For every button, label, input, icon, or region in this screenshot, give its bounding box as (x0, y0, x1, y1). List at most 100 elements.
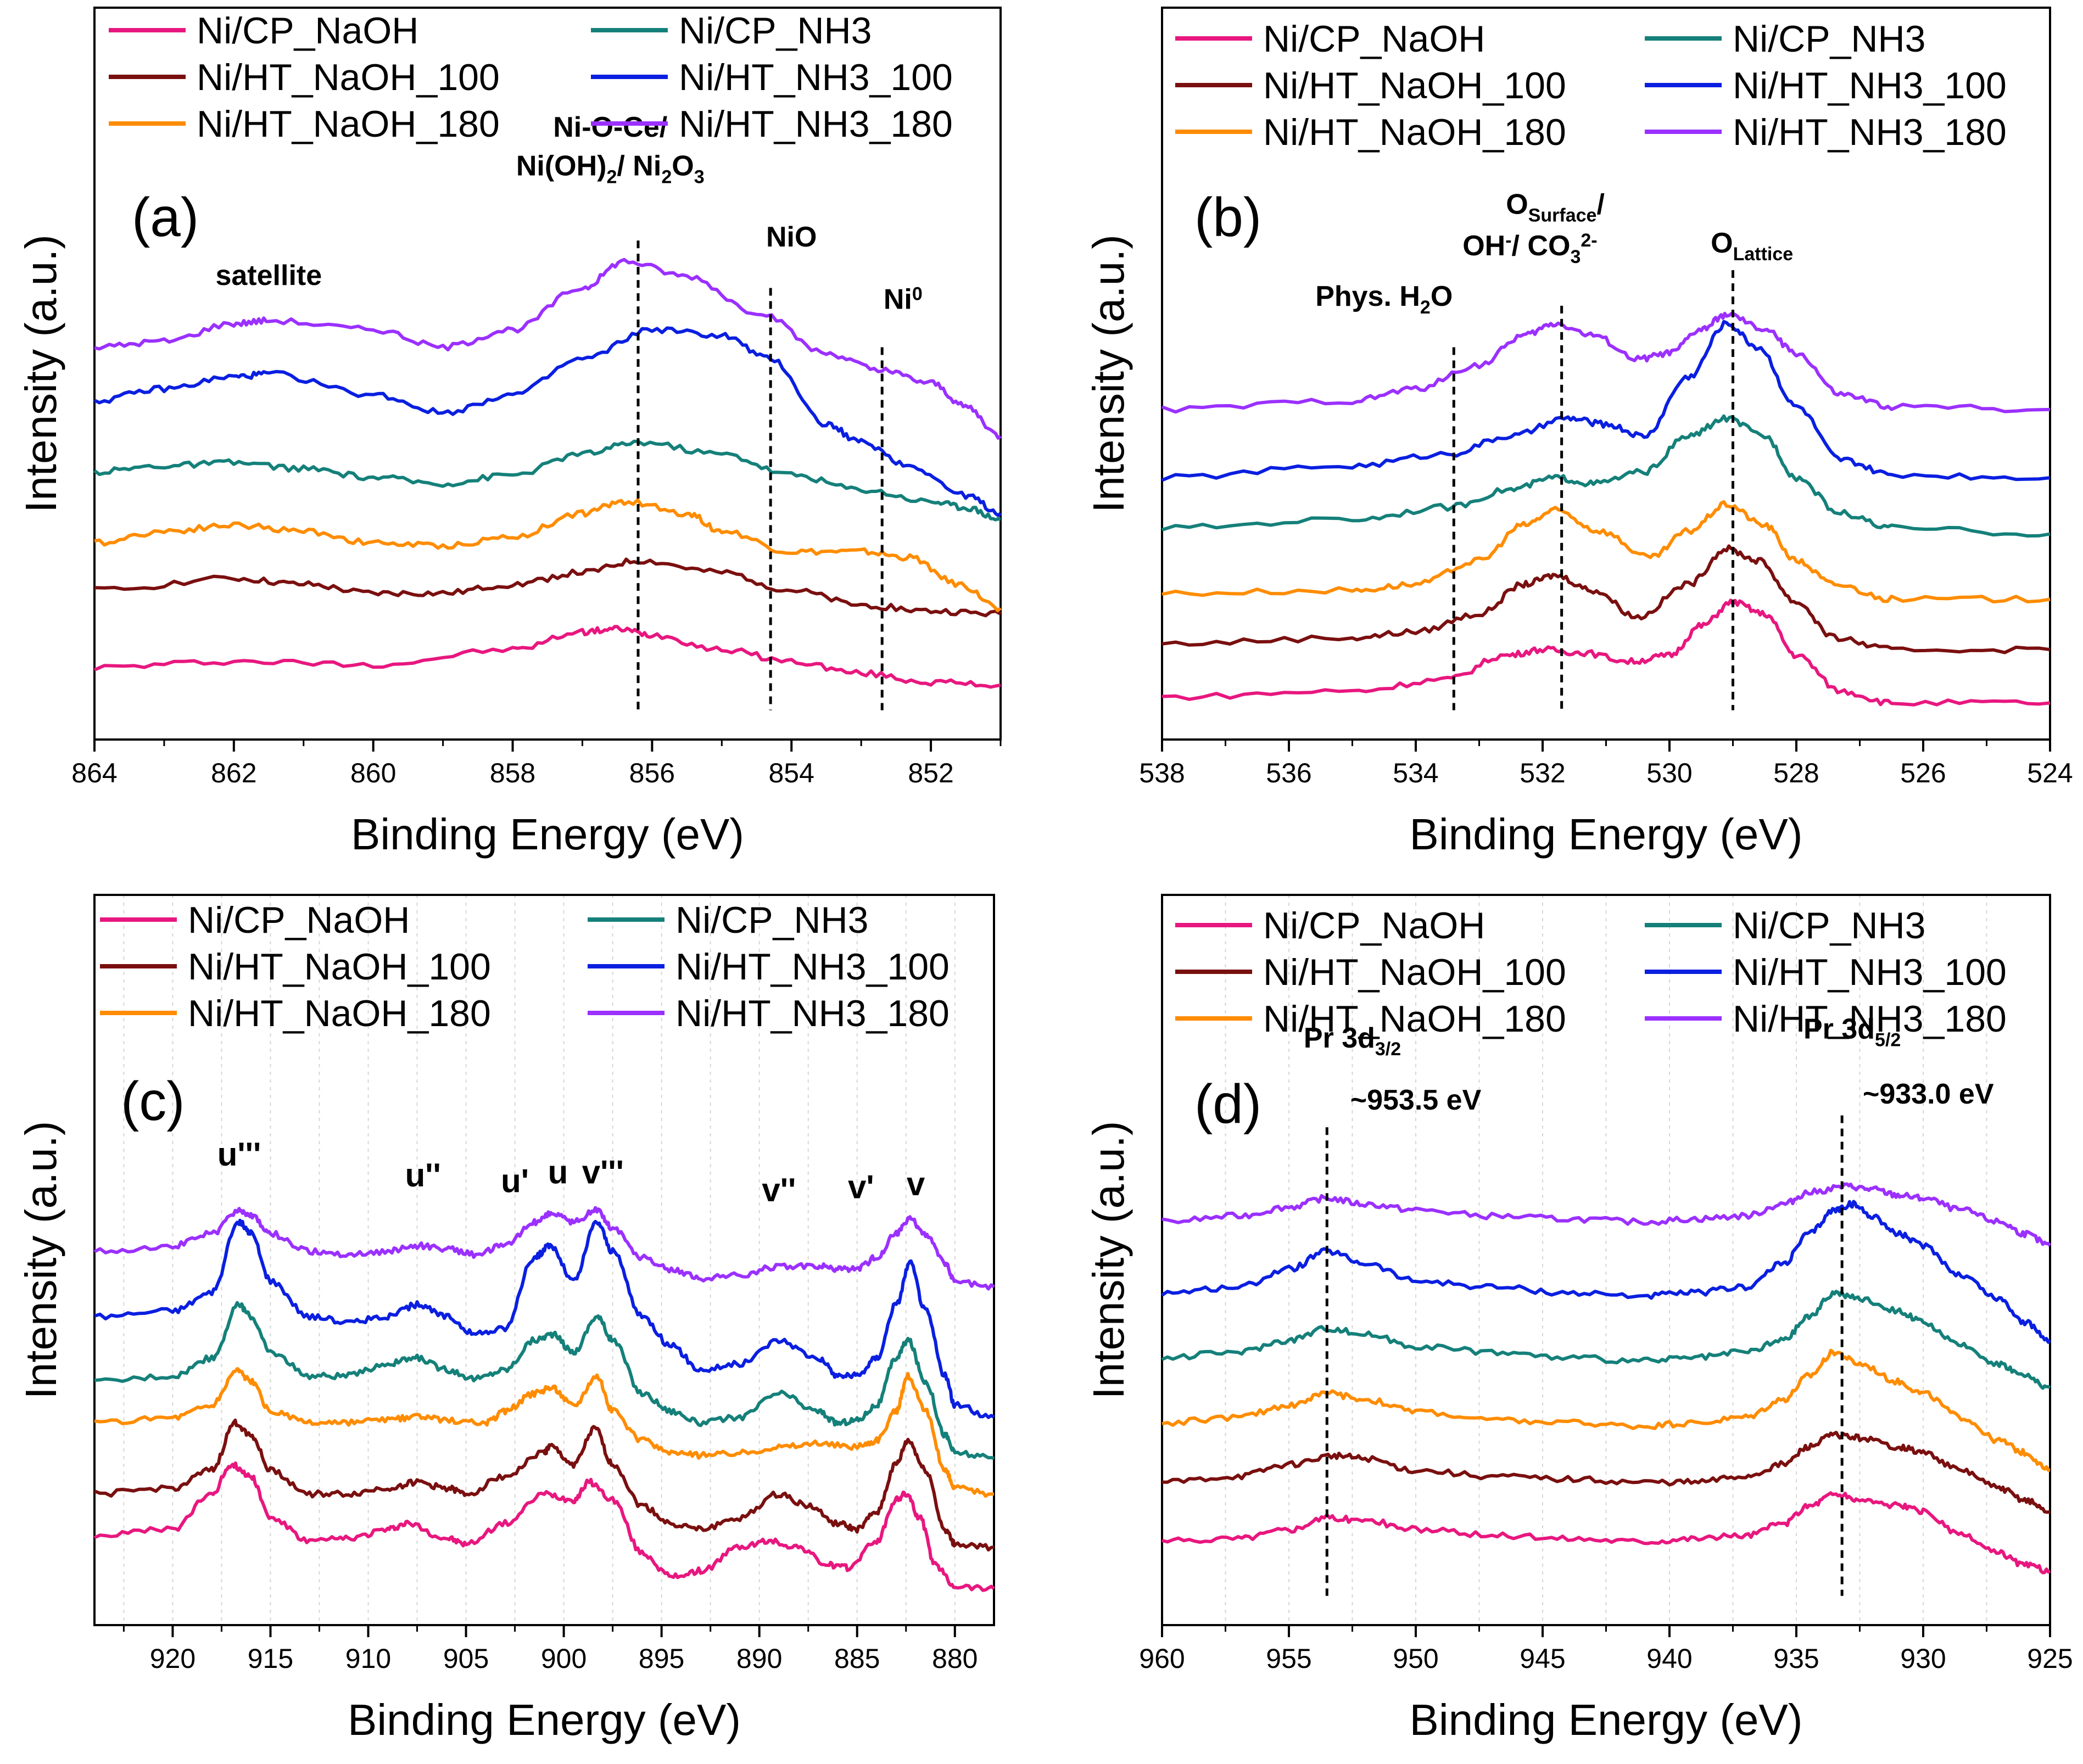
series-line-ni-cp-nh3 (1161, 414, 2051, 538)
legend-entry: Ni/HT_NaOH_180 (188, 993, 491, 1034)
legend-entry: Ni/HT_NH3_100 (1733, 65, 2007, 107)
x-tick-label: 880 (932, 1643, 978, 1674)
x-tick-label: 925 (2027, 1643, 2073, 1674)
plot-frame (93, 894, 995, 1626)
legend-entry: Ni/HT_NaOH_100 (188, 946, 491, 988)
legend-entry: Ni/HT_NH3_100 (1733, 951, 2007, 993)
series-line-ni-ht-nh3-180 (1161, 1182, 2052, 1247)
series-line-ni-ht-nh3-100 (1161, 320, 2051, 482)
legend-entry: Ni/HT_NaOH_180 (1263, 111, 1566, 153)
panel-label: (d) (1194, 1073, 1261, 1135)
y-axis-title: Intensity (a.u.) (1084, 234, 1133, 513)
x-tick-label: 860 (350, 758, 396, 788)
legend-entry: Ni/HT_NaOH_100 (1263, 65, 1566, 107)
x-tick-label: 955 (1266, 1643, 1311, 1674)
x-tick-label: 856 (629, 758, 675, 788)
peak-annotation: v' (848, 1168, 874, 1205)
series-line-ni-ht-nh3-180 (1161, 311, 2051, 414)
peak-annotation: Pr 3d5/2 (1803, 1013, 1901, 1051)
peak-annotation: v'' (762, 1172, 796, 1208)
x-tick-label: 940 (1646, 1643, 1692, 1674)
x-tick-label: 905 (443, 1643, 489, 1674)
x-tick-label: 920 (150, 1643, 196, 1674)
x-tick-label: 864 (71, 758, 117, 788)
x-tick-label: 532 (1520, 758, 1565, 788)
peak-annotation: u (548, 1154, 568, 1191)
legend-entry: Ni/HT_NH3_100 (679, 57, 953, 98)
peak-annotation: ~953.5 eV (1350, 1084, 1482, 1116)
legend-entry: Ni/HT_NH3_180 (679, 103, 953, 145)
legend-entry: Ni/HT_NaOH_180 (197, 103, 500, 145)
peak-annotation: Phys. H2O (1315, 281, 1453, 318)
peak-annotation: OH-/ CO32- (1462, 230, 1597, 267)
peak-annotation: satellite (215, 260, 322, 292)
legend-entry: Ni/HT_NH3_100 (675, 946, 950, 988)
series-line-ni-ht-naoh-180 (94, 498, 1002, 613)
panel-d: 960 955 950 945 940 935 930 925 Binding Energy (… (1084, 894, 2073, 1744)
x-tick-label: 895 (639, 1643, 684, 1674)
series-line-ni-ht-naoh-100 (1161, 1431, 2051, 1514)
peak-annotation: v (907, 1166, 925, 1202)
x-tick-label: 536 (1266, 758, 1311, 788)
panel-b: 538 536 534 532 530 528 526 524 Binding Energy (… (1084, 7, 2073, 859)
legend-entry: Ni/CP_NH3 (675, 899, 868, 941)
series-line-ni-cp-nh3 (94, 1301, 995, 1460)
series-line-ni-cp-nh3 (93, 439, 1001, 522)
x-tick-label: 885 (834, 1643, 880, 1674)
legend-entry: Ni/CP_NaOH (1263, 18, 1485, 60)
x-tick-label: 852 (908, 758, 953, 788)
x-tick-label: 960 (1139, 1643, 1185, 1674)
y-axis-title: Intensity (a.u.) (16, 1121, 65, 1399)
peak-annotation: v''' (582, 1154, 624, 1191)
panel-label: (c) (121, 1071, 185, 1132)
x-tick-label: 538 (1139, 758, 1185, 788)
x-tick-label: 945 (1520, 1643, 1565, 1674)
x-axis-title: Binding Energy (eV) (348, 1695, 741, 1744)
series-line-ni-cp-nh3 (1161, 1290, 2051, 1390)
series-line-ni-ht-naoh-180 (94, 1367, 995, 1498)
peak-annotation: Ni0 (884, 283, 923, 315)
series-line-ni-cp-naoh (1161, 1491, 2051, 1575)
series-line-ni-cp-naoh (93, 625, 1001, 689)
panel-label: (b) (1194, 187, 1261, 248)
legend-entry: Ni/CP_NH3 (1733, 18, 1925, 60)
legend-entry: Ni/CP_NH3 (679, 10, 872, 52)
x-tick-label: 858 (490, 758, 535, 788)
x-tick-label: 530 (1646, 758, 1692, 788)
series-line-ni-ht-naoh-180 (1161, 1348, 2051, 1472)
x-axis-title: Binding Energy (eV) (1410, 810, 1803, 859)
peak-annotation: Ni(OH)2/ Ni2O3 (516, 150, 705, 187)
peak-annotation: OSurface/ (1506, 189, 1605, 226)
legend-entry: Ni/HT_NH3_180 (1733, 998, 2007, 1040)
series-line-ni-ht-nh3-100 (94, 1218, 995, 1419)
x-axis-title: Binding Energy (eV) (1410, 1695, 1803, 1744)
x-tick-label: 524 (2027, 758, 2073, 788)
x-tick-label: 862 (211, 758, 256, 788)
series-line-ni-ht-naoh-180 (1161, 500, 2051, 604)
x-tick-label: 854 (769, 758, 814, 788)
legend-entry: Ni/CP_NaOH (188, 899, 410, 941)
series-line-ni-ht-nh3-180 (94, 257, 1002, 440)
x-tick-label: 935 (1773, 1643, 1819, 1674)
x-tick-label: 910 (345, 1643, 391, 1674)
legend-entry: Ni/HT_NaOH_100 (197, 57, 500, 98)
x-axis-title: Binding Energy (eV) (351, 810, 744, 859)
peak-annotation: OLattice (1711, 227, 1793, 265)
peak-annotation: u' (501, 1163, 529, 1200)
y-axis-title: Intensity (a.u.) (1084, 1121, 1133, 1399)
series-line-ni-ht-naoh-100 (94, 557, 1002, 618)
legend-entry: Ni/CP_NaOH (1263, 905, 1485, 947)
x-tick-label: 526 (1900, 758, 1946, 788)
x-tick-label: 950 (1393, 1643, 1438, 1674)
panel-label: (a) (132, 187, 199, 248)
legend-entry: Ni/HT_NaOH_180 (1263, 998, 1566, 1040)
series-line-ni-ht-nh3-100 (93, 326, 1002, 517)
peak-annotation: Ni-O-Ce/ (553, 111, 667, 143)
peak-annotation: u'' (405, 1157, 441, 1194)
peak-annotation: NiO (766, 221, 817, 253)
x-tick-label: 890 (736, 1643, 782, 1674)
legend-entry: Ni/CP_NaOH (197, 10, 418, 52)
series-line-ni-ht-naoh-100 (1161, 544, 2051, 654)
x-tick-label: 930 (1900, 1643, 1946, 1674)
